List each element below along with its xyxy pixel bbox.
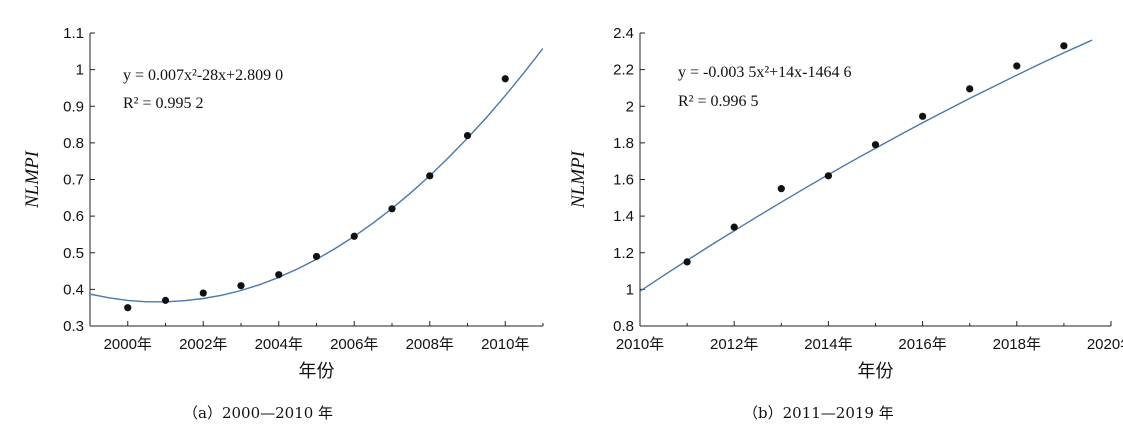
chart-a-caption: （a）2000—2010 年: [183, 404, 334, 422]
chart-a-fit-curve: [90, 47, 543, 303]
chart-a-y-axis-label: NLMPI: [22, 149, 43, 209]
chart-b-svg: 0.8 1 1.2 1.4 1.6 1.8 2 2.2 2.4 2010年 2012年 2014年 20…: [568, 25, 1123, 382]
chart-a-y-tick-label: 0.5: [63, 245, 84, 262]
chart-b-x-tick-label: 2018年: [993, 336, 1041, 353]
chart-a-x-tick-label: 2010年: [481, 336, 529, 353]
chart-a-y-tick-label: 0.7: [63, 172, 84, 189]
chart-a-x-tick-label: 2000年: [104, 336, 152, 353]
chart-b-y-tick-label: 2: [626, 98, 634, 115]
chart-b-y-tick-label: 2.4: [613, 25, 634, 42]
chart-b-data-point: [919, 112, 927, 120]
chart-b-data-point: [824, 172, 832, 180]
chart-a-y-tick-label: 1: [76, 62, 84, 79]
chart-a-data-point: [426, 172, 434, 180]
chart-a-data-point: [463, 131, 472, 140]
chart-b-y-tick-label: 0.8: [613, 318, 634, 335]
chart-a-data-point: [237, 282, 245, 290]
chart-b-y-tick-label: 1.2: [613, 245, 634, 262]
chart-b-x-tick-label: 2012年: [710, 336, 758, 353]
chart-b-y-tick-label: 1.6: [613, 172, 634, 189]
chart-b-x-tick-label: 2010年: [616, 336, 664, 353]
chart-panel-a: 0.3 0.4 0.5 0.6 0.7 0.8 0.9 1 1.1 2000年 2002年 2004年…: [0, 0, 560, 441]
chart-a-data-point: [350, 232, 358, 240]
chart-a-svg: 0.3 0.4 0.5 0.6 0.7 0.8 0.9 1 1.1 2000年 2002年 2004年…: [22, 25, 544, 382]
chart-a-equation: y = 0.007x²-28x+2.809 0: [123, 67, 283, 84]
chart-a-y-tick-label: 0.9: [63, 98, 84, 115]
chart-b-y-tick-label: 1.4: [613, 208, 634, 225]
chart-b-data-point: [777, 185, 785, 193]
chart-b-data-point: [730, 223, 738, 231]
chart-a-x-tick-label: 2002年: [179, 336, 227, 353]
chart-b-y-tick-label: 2.2: [613, 62, 634, 79]
chart-a-y-tick-label: 1.1: [63, 25, 84, 42]
chart-a-r-squared: R² = 0.995 2: [123, 95, 204, 112]
chart-b-equation: y = -0.003 5x²+14x-1464 6: [678, 64, 852, 81]
chart-a-x-axis-label: 年份: [299, 361, 335, 382]
chart-b-data-point: [1060, 42, 1068, 50]
chart-a-data-point: [275, 271, 283, 279]
chart-a-data-point: [199, 289, 207, 297]
chart-a-data-point: [124, 304, 132, 312]
chart-b-x-axis-label: 年份: [858, 361, 894, 382]
chart-a-data-point: [501, 75, 509, 83]
chart-a-y-tick-label: 0.6: [63, 208, 84, 225]
chart-a-x-tick-label: 2004年: [255, 336, 303, 353]
chart-b-y-axis-label: NLMPI: [568, 149, 589, 209]
chart-b-x-tick-label: 2016年: [898, 336, 946, 353]
chart-a-y-tick-label: 0.8: [63, 135, 84, 152]
chart-a-y-tick-label: 0.4: [63, 281, 84, 298]
chart-a-x-tick-label: 2008年: [406, 336, 454, 353]
chart-b-y-tick-label: 1.8: [613, 135, 634, 152]
chart-b-x-tick-label: 2014年: [804, 336, 852, 353]
chart-a-x-tick-label: 2006年: [330, 336, 378, 353]
chart-a-data-point: [312, 252, 321, 261]
chart-b-y-tick-label: 1: [626, 281, 634, 298]
chart-b-caption: （b）2011—2019 年: [743, 404, 894, 422]
chart-b-r-squared: R² = 0.996 5: [678, 93, 759, 110]
chart-b-data-point: [1013, 62, 1021, 70]
chart-b-data-point: [683, 258, 691, 266]
chart-a-y-tick-label: 0.3: [63, 318, 84, 335]
chart-b-data-point: [871, 141, 880, 149]
chart-a-data-point: [161, 296, 170, 304]
chart-a-data-point: [388, 205, 396, 213]
chart-panel-b: 0.8 1 1.2 1.4 1.6 1.8 2 2.2 2.4 2010年 2012年 2014年 20…: [560, 0, 1123, 441]
chart-b-data-point: [966, 85, 974, 93]
